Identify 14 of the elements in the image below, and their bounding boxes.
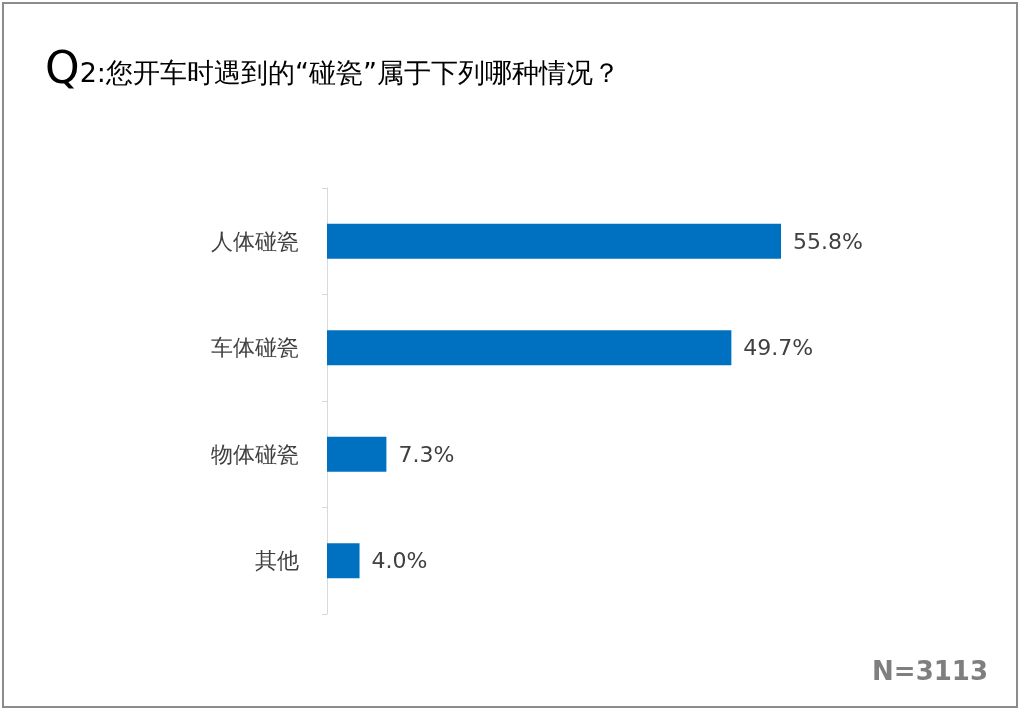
text: N=3113 [872,656,989,686]
chart-title: Q2:您开车时遇到的“碰瓷”属于下列哪种情况？ [45,41,620,93]
bar [327,223,781,259]
bar [327,330,732,366]
bar [327,436,387,472]
data-label: 7.3% [398,441,455,467]
data-label: 4.0% [371,548,428,574]
y-tick-label: 其他 [255,548,299,574]
y-tick-label: 车体碰瓷 [211,335,299,361]
data-label: 49.7% [743,335,814,361]
bar [327,543,360,579]
data-label: 55.8% [793,228,863,254]
y-tick-label: 人体碰瓷 [211,228,299,254]
y-tick-label: 物体碰瓷 [211,441,299,467]
